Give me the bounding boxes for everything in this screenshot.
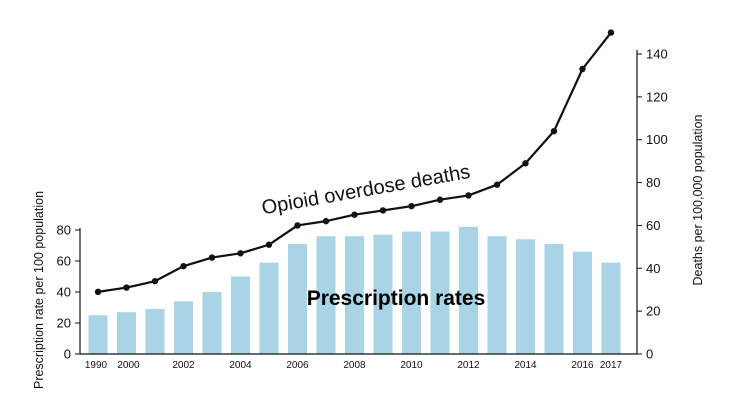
bar-1990: [88, 315, 108, 354]
line-layer: [94, 29, 615, 296]
right-tick-label: 60: [646, 218, 660, 233]
bar-2004: [231, 276, 250, 354]
left-axis-title: Prescription rate per 100 population: [32, 191, 46, 389]
bar-2006: [288, 243, 307, 354]
deaths-point-2011: [436, 196, 444, 203]
x-tick-label: 2012: [457, 360, 480, 371]
left-tick-label: 20: [57, 316, 71, 331]
deaths-point-2015: [550, 127, 558, 135]
bar-2011: [430, 231, 450, 354]
deaths-point-2016: [579, 65, 586, 73]
right-tick-label: 20: [646, 304, 660, 319]
bars-layer: [88, 226, 621, 354]
deaths-point-2005: [265, 241, 273, 248]
x-tick-label: 2000: [117, 360, 140, 371]
x-tick-label: 2010: [400, 360, 423, 371]
deaths-point-2004: [237, 250, 244, 257]
deaths-point-2009: [379, 207, 387, 214]
bar-2003: [202, 292, 222, 354]
deaths-point-2013: [493, 181, 501, 188]
right-axis-title: Deaths per 100,000 population: [691, 114, 705, 285]
left-tick-label: 60: [57, 254, 71, 269]
bar-2015: [544, 243, 564, 354]
axes-layer: 0 20 40 60 80 0 20 40 60 80 100 120 140 1990 2000 2002 2…: [57, 47, 668, 372]
x-tick-label: 2017: [600, 360, 623, 371]
bar-2017: [601, 262, 621, 354]
line-annotation: Opioid overdose deaths: [260, 161, 472, 219]
left-tick-label: 80: [57, 223, 71, 238]
bar-2016: [573, 251, 592, 354]
deaths-point-2012: [465, 192, 472, 199]
bar-2013: [487, 236, 507, 354]
deaths-point-2001: [151, 277, 159, 285]
right-tick-label: 140: [646, 47, 668, 62]
deaths-point-1990: [94, 288, 102, 296]
bar-2010: [402, 231, 421, 354]
bar-2008: [345, 236, 364, 354]
x-tick-label: 2002: [172, 360, 195, 371]
x-tick-label: 2014: [514, 360, 537, 371]
bar-2009: [373, 234, 393, 354]
deaths-point-2003: [208, 254, 216, 261]
deaths-point-2006: [294, 222, 301, 229]
right-tick-label: 100: [646, 132, 668, 147]
bar-2014: [516, 239, 535, 354]
deaths-point-2010: [408, 202, 415, 210]
x-tick-label: 1990: [85, 360, 108, 371]
left-tick-label: 40: [57, 285, 71, 300]
deaths-point-2002: [180, 262, 187, 270]
bar-2002: [174, 301, 193, 354]
x-tick-label: 2006: [286, 360, 309, 371]
deaths-point-2017: [607, 29, 615, 36]
right-tick-label: 80: [646, 175, 660, 190]
deaths-point-2014: [522, 160, 529, 167]
x-tick-label: 2008: [343, 360, 366, 371]
bar-2005: [259, 262, 279, 354]
left-tick-label: 0: [64, 347, 71, 362]
bar-2007: [316, 236, 336, 354]
right-tick-label: 120: [646, 89, 668, 104]
right-tick-label: 0: [646, 347, 653, 362]
x-tick-label: 2016: [571, 360, 594, 371]
x-tick-label: 2004: [229, 360, 252, 371]
right-tick-label: 40: [646, 261, 660, 276]
bar-2012: [459, 226, 478, 354]
bar-annotation: Prescription rates: [307, 287, 486, 310]
deaths-point-2007: [322, 217, 330, 225]
bar-2001: [145, 309, 165, 354]
deaths-point-2008: [351, 211, 358, 218]
bar-2000: [117, 312, 136, 354]
deaths-point-2000: [123, 284, 130, 291]
